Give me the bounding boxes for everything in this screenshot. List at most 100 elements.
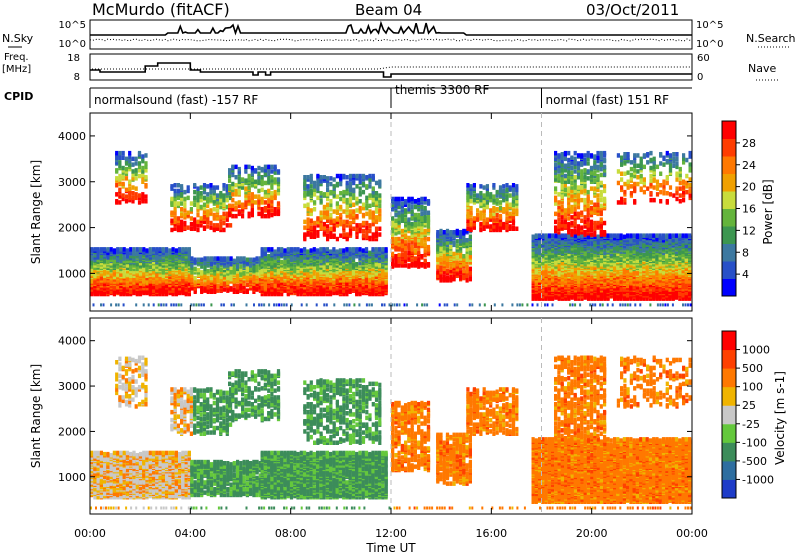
heatmap-cell — [361, 189, 366, 195]
heatmap-cell — [404, 263, 408, 268]
heatmap-cell — [99, 260, 103, 266]
heatmap-cell — [200, 288, 204, 293]
heatmap-cell — [152, 247, 156, 252]
heatmap-cell — [213, 265, 217, 270]
heatmap-cell — [255, 256, 259, 261]
heatmap-cell — [236, 266, 240, 272]
heatmap-cell — [180, 219, 184, 225]
heatmap-cell — [270, 183, 274, 188]
heatmap-cell — [466, 211, 470, 217]
heatmap-cell — [132, 285, 136, 290]
heatmap-cell — [351, 271, 356, 276]
heatmap-cell — [335, 216, 339, 221]
heatmap-cell — [329, 272, 333, 277]
heatmap-cell — [144, 161, 148, 166]
heatmap-cell — [263, 200, 267, 205]
heatmap-cell — [303, 203, 307, 209]
heatmap-cell — [267, 291, 271, 297]
heatmap-cell — [267, 256, 271, 261]
heatmap-cell — [325, 282, 329, 288]
heatmap-cell — [132, 268, 136, 274]
heatmap-cell — [189, 201, 193, 206]
heatmap-cell — [193, 257, 197, 262]
heatmap-cell — [161, 270, 165, 275]
heatmap-cell — [106, 257, 110, 262]
heatmap-cell — [99, 281, 103, 286]
heatmap-cell — [410, 196, 414, 202]
heatmap-cell — [99, 275, 103, 281]
heatmap-cell — [239, 264, 243, 269]
heatmap-cell — [351, 279, 356, 284]
heatmap-cell — [228, 178, 232, 183]
heatmap-cell — [479, 184, 483, 189]
heatmap-cell — [322, 256, 326, 261]
heatmap-cell — [257, 194, 261, 199]
heatmap-cell — [413, 262, 417, 267]
heatmap-cell — [267, 254, 271, 259]
heatmap-cell — [129, 273, 133, 278]
heatmap-cell — [234, 213, 238, 219]
heatmap-cell — [255, 274, 259, 280]
heatmap-cell — [222, 270, 227, 275]
heatmap-cell — [296, 275, 300, 281]
heatmap-cell — [319, 257, 323, 262]
heatmap-cell — [469, 199, 473, 204]
heatmap-cell — [397, 236, 401, 242]
heatmap-cell — [355, 268, 359, 274]
heatmap-cell — [326, 224, 330, 229]
heatmap-cell — [196, 227, 200, 233]
freq-traces — [89, 62, 692, 78]
heatmap-cell — [241, 213, 245, 219]
heatmap-cell — [413, 204, 417, 210]
heatmap-cell — [508, 224, 512, 229]
heatmap-cell — [138, 251, 143, 257]
heatmap-cell — [495, 217, 499, 222]
heatmap-cell — [148, 247, 152, 252]
heatmap-cell — [374, 247, 378, 252]
heatmap-cell — [322, 287, 326, 292]
heatmap-cell — [193, 275, 197, 281]
heatmap-cell — [436, 264, 440, 269]
heatmap-cell — [492, 183, 496, 188]
heatmap-cell — [299, 282, 303, 288]
heatmap-cell — [283, 264, 287, 269]
heatmap-cell — [203, 268, 207, 274]
heatmap-cell — [260, 264, 264, 269]
heatmap-cell — [378, 193, 382, 198]
heatmap-cell — [144, 153, 148, 158]
heatmap-cell — [249, 283, 253, 289]
heatmap-cell — [306, 249, 310, 254]
heatmap-cell — [280, 280, 284, 285]
heatmap-cell — [148, 255, 152, 260]
heatmap-cell — [200, 273, 204, 278]
freq-axis-bottom-left: 8 — [74, 72, 80, 83]
heatmap-cell — [326, 192, 330, 197]
heatmap-cell — [312, 286, 316, 291]
heatmap-cell — [215, 193, 220, 198]
heatmap-cell — [263, 273, 267, 278]
heatmap-cell — [115, 150, 119, 156]
heatmap-cell — [134, 168, 138, 173]
heatmap-cell — [209, 288, 214, 293]
heatmap-cell — [378, 247, 382, 252]
heatmap-cell — [245, 259, 249, 265]
heatmap-cell — [345, 180, 349, 186]
heatmap-cell — [332, 266, 336, 272]
heatmap-cell — [244, 164, 248, 170]
heatmap-cell — [237, 209, 241, 214]
heatmap-cell — [420, 196, 424, 202]
heatmap-cell — [206, 224, 210, 229]
heatmap-cell — [103, 256, 107, 261]
heatmap-cell — [410, 230, 414, 235]
heatmap-cell — [276, 275, 281, 281]
heatmap-cell — [345, 197, 349, 203]
heatmap-cell — [492, 194, 496, 199]
heatmap-cell — [137, 150, 142, 156]
heatmap-cell — [316, 173, 320, 179]
heatmap-cell — [286, 290, 290, 296]
heatmap-cell — [112, 270, 116, 275]
heatmap-cell — [263, 267, 267, 273]
heatmap-cell — [342, 189, 346, 195]
heatmap-cell — [332, 218, 336, 223]
